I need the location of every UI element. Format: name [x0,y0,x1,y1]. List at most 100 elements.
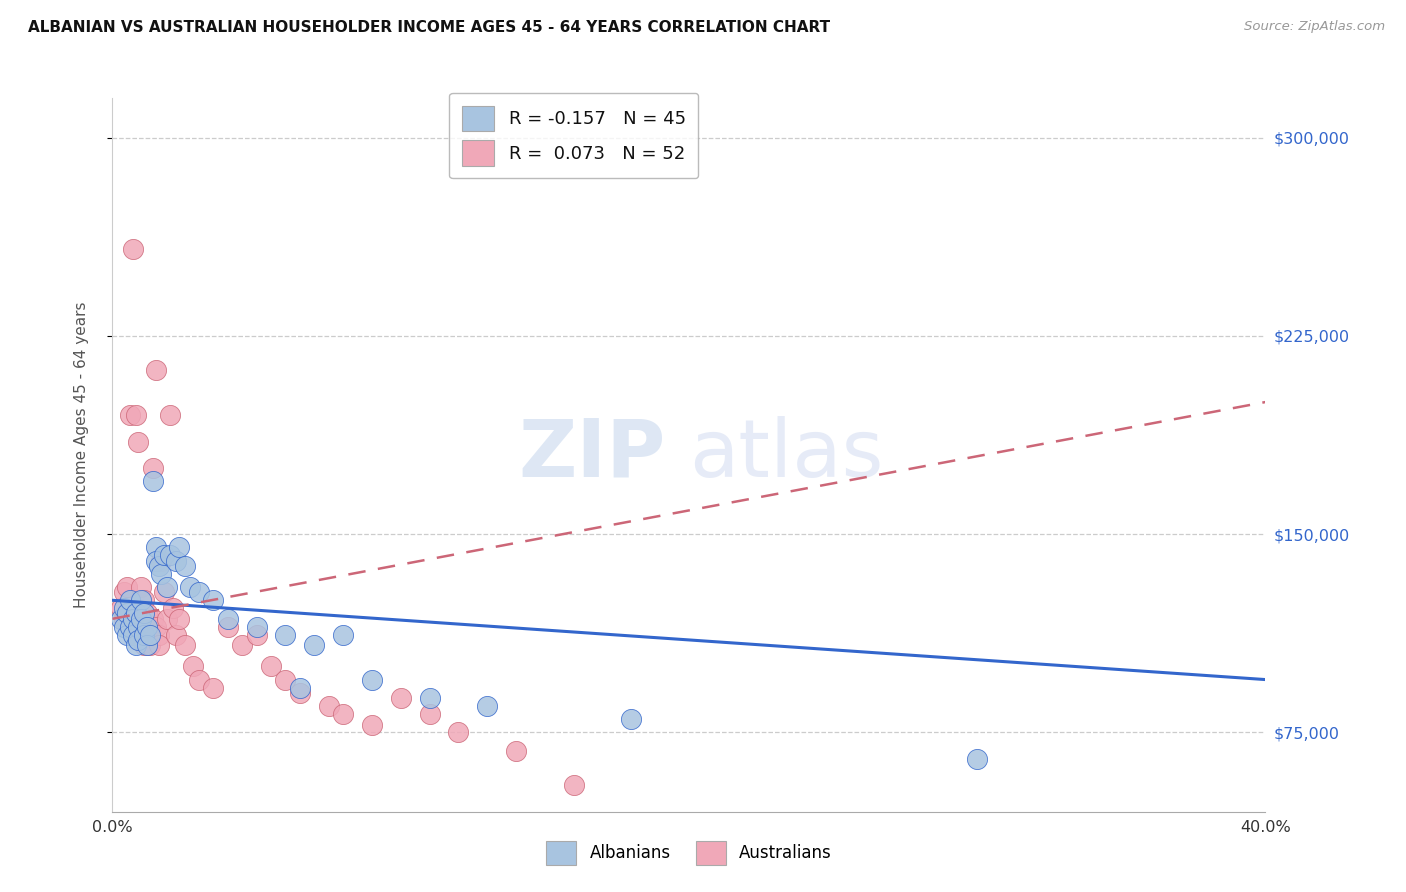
Point [127,632,149,647]
Point [139,638,162,652]
Point [121,607,143,621]
Point [167,541,190,555]
Point [112,620,135,634]
Point [145,620,167,634]
Point [360,673,382,687]
Point [145,554,167,568]
Point [217,612,239,626]
Point [139,627,162,641]
Point [505,744,527,758]
Point [188,585,211,599]
Point [562,778,585,792]
Point [134,627,156,641]
Y-axis label: Householder Income Ages 45 - 64 years: Householder Income Ages 45 - 64 years [75,301,89,608]
Text: atlas: atlas [689,416,883,494]
Point [115,580,138,594]
Point [165,627,187,641]
Point [129,580,153,594]
Point [134,593,156,607]
Point [148,638,170,652]
Point [129,612,153,626]
Point [419,706,441,721]
Point [112,612,135,626]
Point [148,627,170,641]
Point [419,691,441,706]
Point [150,566,173,581]
Point [288,686,311,700]
Point [288,681,311,695]
Point [332,706,354,721]
Text: Source: ZipAtlas.com: Source: ZipAtlas.com [1244,20,1385,33]
Point [156,612,179,626]
Point [447,725,470,739]
Point [173,558,195,573]
Point [115,607,138,621]
Point [112,585,135,599]
Point [142,612,165,626]
Point [115,627,138,641]
Point [274,627,297,641]
Point [173,638,195,652]
Point [159,549,181,563]
Point [145,363,167,377]
Point [127,620,149,634]
Point [274,673,297,687]
Point [136,620,159,634]
Point [134,638,156,652]
Point [202,593,225,607]
Point [260,659,283,673]
Point [620,712,643,726]
Point [121,612,143,626]
Point [389,691,412,706]
Point [217,620,239,634]
Point [148,558,170,573]
Point [112,601,135,615]
Point [118,409,141,423]
Point [115,607,138,621]
Point [124,627,146,641]
Point [332,627,354,641]
Text: ALBANIAN VS AUSTRALIAN HOUSEHOLDER INCOME AGES 45 - 64 YEARS CORRELATION CHART: ALBANIAN VS AUSTRALIAN HOUSEHOLDER INCOM… [28,20,831,35]
Point [318,698,340,713]
Point [139,620,162,634]
Point [179,580,201,594]
Point [124,607,146,621]
Point [118,593,141,607]
Point [124,638,146,652]
Point [110,601,132,615]
Point [153,585,176,599]
Point [142,461,165,475]
Point [145,541,167,555]
Point [136,627,159,641]
Point [202,681,225,695]
Point [118,620,141,634]
Point [304,638,326,652]
Point [156,580,179,594]
Text: ZIP: ZIP [519,416,666,494]
Point [245,620,267,634]
Point [360,717,382,731]
Point [231,638,253,652]
Point [129,593,153,607]
Point [127,612,149,626]
Point [136,638,159,652]
Point [245,627,267,641]
Point [124,409,146,423]
Legend: Albanians, Australians: Albanians, Australians [540,834,838,871]
Point [134,607,156,621]
Point [475,698,498,713]
Point [121,242,143,256]
Point [167,612,190,626]
Point [181,659,204,673]
Point [142,475,165,489]
Point [150,554,173,568]
Point [966,752,988,766]
Point [127,434,149,449]
Point [159,409,181,423]
Point [153,549,176,563]
Point [110,612,132,626]
Point [136,607,159,621]
Point [165,554,187,568]
Point [118,620,141,634]
Point [129,620,153,634]
